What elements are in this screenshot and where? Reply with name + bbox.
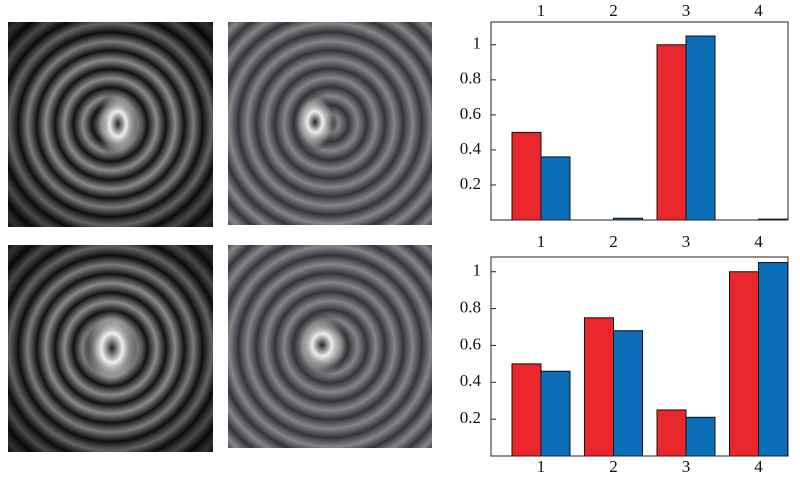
x-tick-label: 4 [754, 1, 763, 20]
x-tick-label: 1 [537, 232, 546, 251]
bar [511, 363, 542, 457]
x-tick-label: 3 [682, 1, 691, 20]
y-tick-label: 0.2 [460, 408, 481, 427]
bar [511, 131, 542, 221]
bar [540, 156, 571, 221]
y-tick-label: 0.8 [460, 69, 481, 88]
y-tick-label: 0.6 [460, 334, 481, 353]
image-top-right [228, 22, 432, 225]
axes-box [490, 256, 789, 457]
bar [656, 409, 687, 457]
y-tick-label: 0.8 [460, 297, 481, 316]
axes-box [490, 21, 789, 221]
x-tick-label: 1 [537, 1, 546, 20]
x-tick-label: 3 [682, 457, 691, 476]
bar [729, 271, 759, 457]
x-tick-label: 2 [609, 1, 618, 20]
x-tick-label: 2 [609, 232, 618, 251]
image-bottom-right [228, 245, 432, 448]
bar [758, 262, 788, 457]
bar [540, 370, 571, 457]
y-tick-label: 1 [473, 261, 482, 280]
bar [584, 317, 614, 457]
bar [613, 330, 643, 457]
x-tick-label: 1 [537, 457, 546, 476]
bar [685, 35, 716, 221]
y-tick-label: 0.4 [460, 371, 482, 390]
image-bottom-left [8, 245, 213, 452]
image-top-left [8, 22, 213, 227]
y-tick-label: 0.2 [460, 174, 481, 193]
x-tick-label: 3 [682, 232, 691, 251]
y-tick-label: 0.6 [460, 104, 481, 123]
y-tick-label: 0.4 [460, 139, 482, 158]
x-tick-label: 4 [754, 232, 763, 251]
bar [656, 44, 687, 221]
y-tick-label: 1 [473, 34, 482, 53]
x-tick-label: 4 [754, 457, 763, 476]
bar [685, 416, 716, 457]
x-tick-label: 2 [609, 457, 618, 476]
